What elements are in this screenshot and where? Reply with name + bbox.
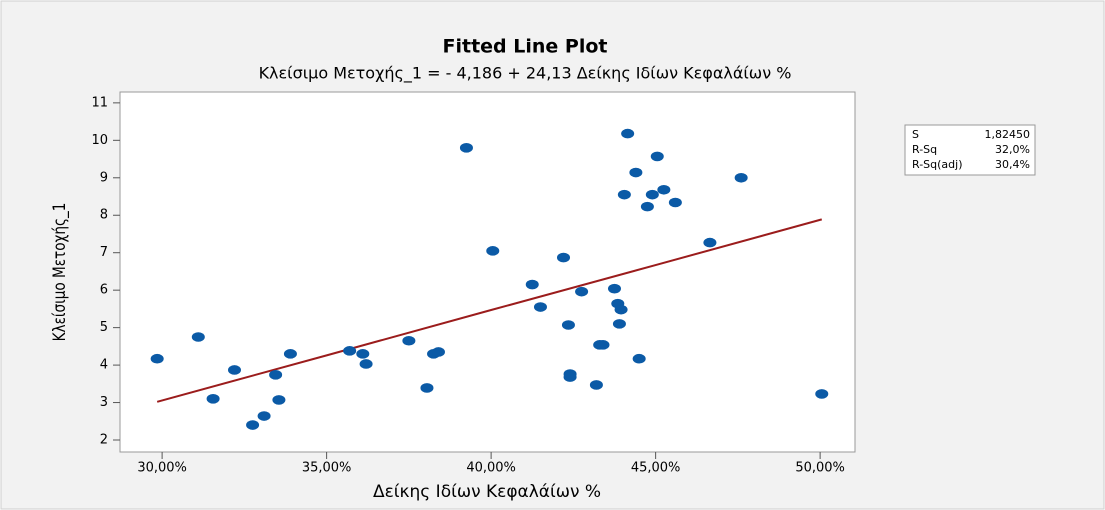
x-axis-label: Δείκης Ιδίων Κεφαλάίων % bbox=[373, 482, 601, 502]
point bbox=[283, 349, 297, 359]
point bbox=[640, 201, 654, 212]
point bbox=[621, 128, 635, 139]
point bbox=[589, 380, 603, 390]
point bbox=[607, 283, 621, 294]
stat-value: 1,82450 bbox=[985, 128, 1031, 141]
y-axis-label: Κλείσιμο Μετοχής_1 bbox=[50, 203, 71, 342]
point bbox=[272, 395, 286, 405]
point bbox=[486, 246, 500, 256]
point bbox=[596, 340, 610, 350]
point bbox=[629, 167, 643, 178]
point bbox=[459, 143, 473, 153]
point bbox=[402, 335, 416, 346]
x-tick-label: 45,00% bbox=[631, 461, 681, 476]
point bbox=[561, 320, 575, 330]
chart-subtitle: Κλείσιμο Μετοχής_1 = - 4,186 + 24,13 Δεί… bbox=[259, 64, 792, 84]
point bbox=[614, 304, 628, 315]
point bbox=[612, 319, 626, 329]
point bbox=[650, 151, 664, 162]
point bbox=[359, 359, 373, 369]
point bbox=[431, 347, 445, 357]
point bbox=[246, 420, 260, 430]
point bbox=[734, 172, 748, 183]
x-tick-label: 30,00% bbox=[137, 461, 187, 476]
point bbox=[227, 365, 241, 375]
fit-line bbox=[156, 218, 823, 403]
point bbox=[533, 302, 547, 312]
y-tick-label: 10 bbox=[91, 133, 108, 148]
y-tick-label: 7 bbox=[100, 245, 108, 260]
stats-box bbox=[904, 124, 1036, 176]
point bbox=[668, 197, 682, 208]
x-tick-label: 50,00% bbox=[795, 461, 845, 476]
point bbox=[657, 184, 671, 195]
stat-label: S bbox=[912, 128, 919, 141]
point bbox=[703, 237, 717, 248]
point bbox=[150, 353, 164, 364]
point bbox=[645, 189, 659, 200]
point bbox=[206, 394, 220, 404]
y-tick-label: 9 bbox=[100, 170, 108, 185]
point bbox=[617, 189, 631, 200]
point bbox=[525, 279, 539, 290]
x-tick-label: 40,00% bbox=[466, 461, 516, 476]
point bbox=[575, 286, 589, 297]
stat-value: 30,4% bbox=[995, 158, 1030, 171]
point bbox=[191, 332, 205, 342]
point bbox=[356, 349, 370, 359]
stat-label: R-Sq(adj) bbox=[912, 158, 963, 171]
y-tick-label: 6 bbox=[100, 283, 108, 298]
point bbox=[343, 346, 357, 356]
x-tick-label: 35,00% bbox=[302, 461, 352, 476]
stat-label: R-Sq bbox=[912, 143, 937, 156]
point bbox=[269, 370, 283, 380]
y-tick-label: 2 bbox=[100, 433, 108, 448]
y-tick-label: 3 bbox=[100, 395, 108, 410]
point bbox=[257, 411, 271, 421]
y-tick-label: 4 bbox=[100, 358, 108, 373]
point bbox=[563, 372, 577, 382]
y-tick-label: 5 bbox=[100, 320, 108, 335]
plot-area bbox=[119, 91, 856, 453]
point bbox=[815, 389, 829, 399]
point bbox=[632, 353, 646, 364]
chart-title: Fitted Line Plot bbox=[443, 36, 608, 58]
y-tick-label: 11 bbox=[91, 95, 108, 110]
stat-value: 32,0% bbox=[995, 143, 1030, 156]
y-tick-label: 8 bbox=[100, 208, 108, 223]
point bbox=[420, 383, 434, 393]
point bbox=[557, 252, 571, 263]
